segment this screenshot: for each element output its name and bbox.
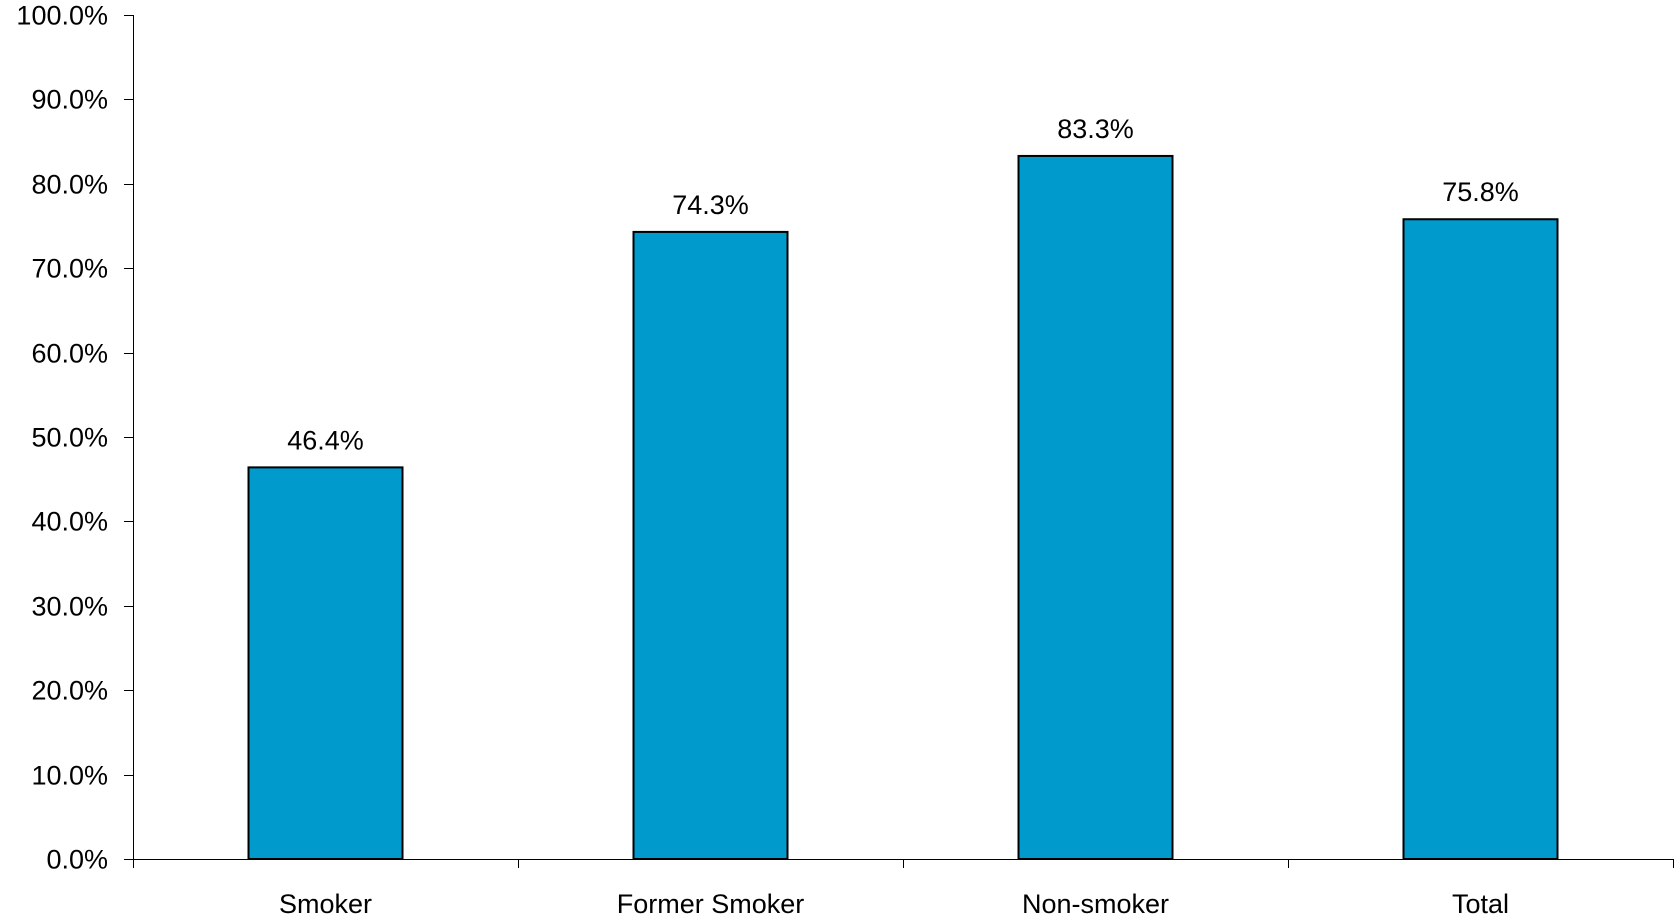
y-tick-label: 90.0% (31, 85, 108, 115)
y-tick-label: 100.0% (16, 1, 108, 31)
data-label: 74.3% (672, 190, 749, 220)
bar-former-smoker (632, 230, 789, 860)
x-axis: Smoker Former Smoker Non-smoker Total (133, 859, 1674, 919)
y-tick-label: 30.0% (31, 592, 108, 622)
y-tick-label: 70.0% (31, 254, 108, 284)
y-tick-label: 20.0% (31, 676, 108, 706)
bar-non-smoker (1017, 154, 1174, 860)
data-label: 75.8% (1442, 177, 1519, 207)
x-category-label: Non-smoker (1022, 889, 1169, 919)
bar-total (1402, 218, 1559, 861)
y-tick-label: 10.0% (31, 761, 108, 791)
data-labels: 46.4% 74.3% 83.3% 75.8% (287, 114, 1519, 455)
y-tick-label: 50.0% (31, 423, 108, 453)
x-category-label: Former Smoker (617, 889, 805, 919)
y-axis: 0.0% 10.0% 20.0% 30.0% 40.0% 50.0% 60.0% 70.0% 8… (16, 1, 134, 875)
y-tick-label: 60.0% (31, 339, 108, 369)
data-label: 46.4% (287, 425, 364, 455)
x-category-label: Smoker (279, 889, 372, 919)
data-label: 83.3% (1057, 114, 1134, 144)
bars (247, 154, 1559, 861)
bar-smoker (247, 466, 404, 860)
y-tick-label: 40.0% (31, 507, 108, 537)
y-tick-label: 80.0% (31, 170, 108, 200)
x-category-label: Total (1452, 889, 1509, 919)
y-tick-label: 0.0% (46, 845, 108, 875)
